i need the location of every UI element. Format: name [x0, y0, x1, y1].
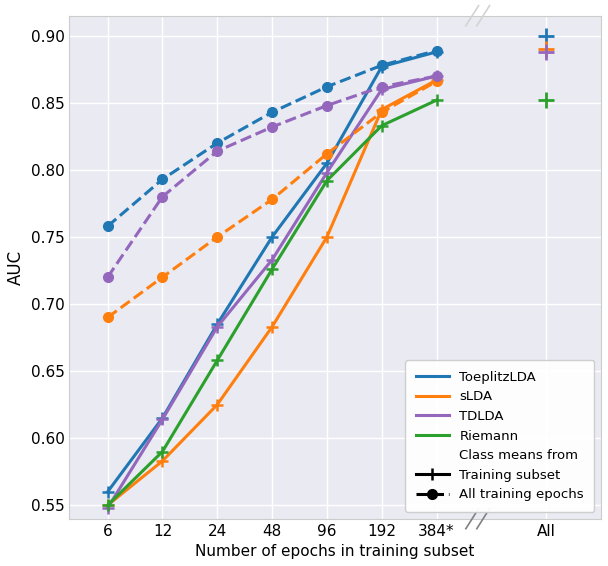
X-axis label: Number of epochs in training subset: Number of epochs in training subset [195, 544, 475, 559]
Legend: ToeplitzLDA, sLDA, TDLDA, Riemann, Class means from, Training subset, All traini: ToeplitzLDA, sLDA, TDLDA, Riemann, Class… [405, 361, 595, 512]
Y-axis label: AUC: AUC [7, 250, 25, 285]
